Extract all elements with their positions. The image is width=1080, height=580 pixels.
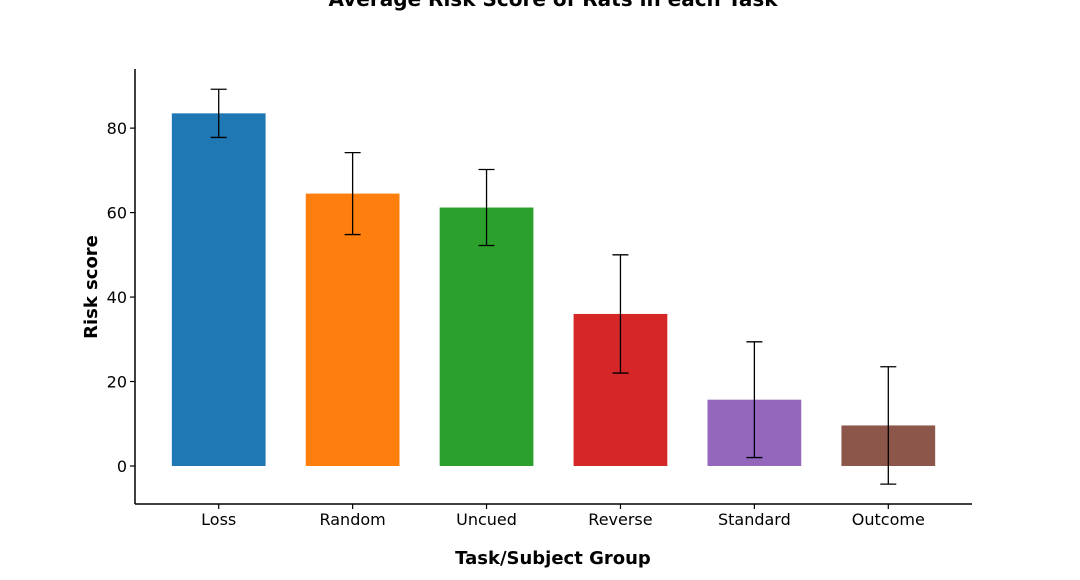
x-axis-label: Task/Subject Group xyxy=(455,548,651,569)
bar-random xyxy=(305,193,400,466)
y-tick-label: 60 xyxy=(107,204,127,223)
bars-group xyxy=(171,113,936,466)
error-bars-group xyxy=(210,88,897,485)
bar-loss xyxy=(171,113,266,466)
y-axis-label: Risk score xyxy=(81,235,102,339)
x-tick-label: Uncued xyxy=(456,510,517,529)
bar-uncued xyxy=(439,207,534,466)
x-tick-label: Random xyxy=(319,510,385,529)
x-tick-label: Outcome xyxy=(852,510,925,529)
x-ticks-group: Loss Random Uncued Reverse Standard Outcome xyxy=(201,504,925,529)
x-tick-label: Loss xyxy=(201,510,236,529)
y-ticks-group: 0 20 40 60 80 xyxy=(107,119,135,476)
y-tick-label: 40 xyxy=(107,288,127,307)
x-tick-label: Reverse xyxy=(588,510,652,529)
chart-title: Average Risk Score of Rats in each Task xyxy=(328,0,778,11)
axes-group xyxy=(134,69,972,505)
y-tick-label: 0 xyxy=(117,457,127,476)
x-tick-label: Standard xyxy=(718,510,791,529)
y-tick-label: 80 xyxy=(107,119,127,138)
y-tick-label: 20 xyxy=(107,373,127,392)
